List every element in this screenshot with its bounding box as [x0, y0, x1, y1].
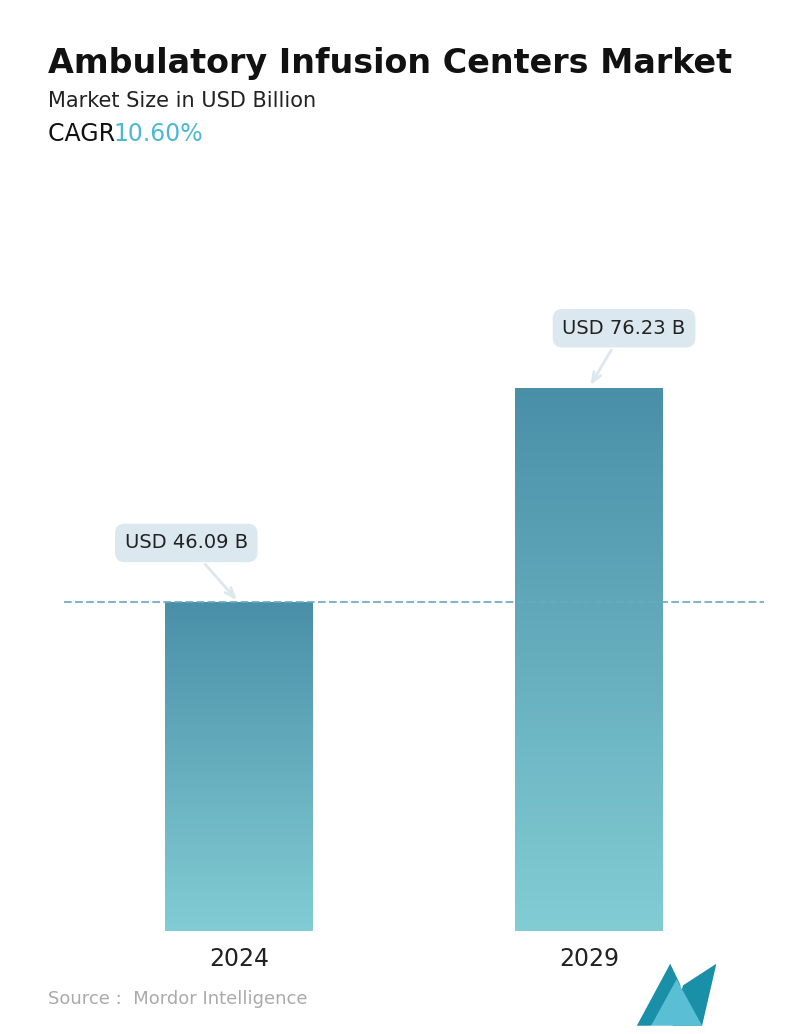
Polygon shape: [651, 979, 702, 1026]
Text: 10.60%: 10.60%: [113, 122, 203, 146]
Text: CAGR: CAGR: [48, 122, 130, 146]
Text: Source :  Mordor Intelligence: Source : Mordor Intelligence: [48, 991, 307, 1008]
Text: USD 76.23 B: USD 76.23 B: [563, 318, 685, 382]
Text: Ambulatory Infusion Centers Market: Ambulatory Infusion Centers Market: [48, 47, 732, 80]
Text: Market Size in USD Billion: Market Size in USD Billion: [48, 91, 316, 111]
Polygon shape: [673, 964, 716, 1026]
Polygon shape: [637, 964, 681, 1026]
Text: USD 46.09 B: USD 46.09 B: [125, 534, 248, 598]
